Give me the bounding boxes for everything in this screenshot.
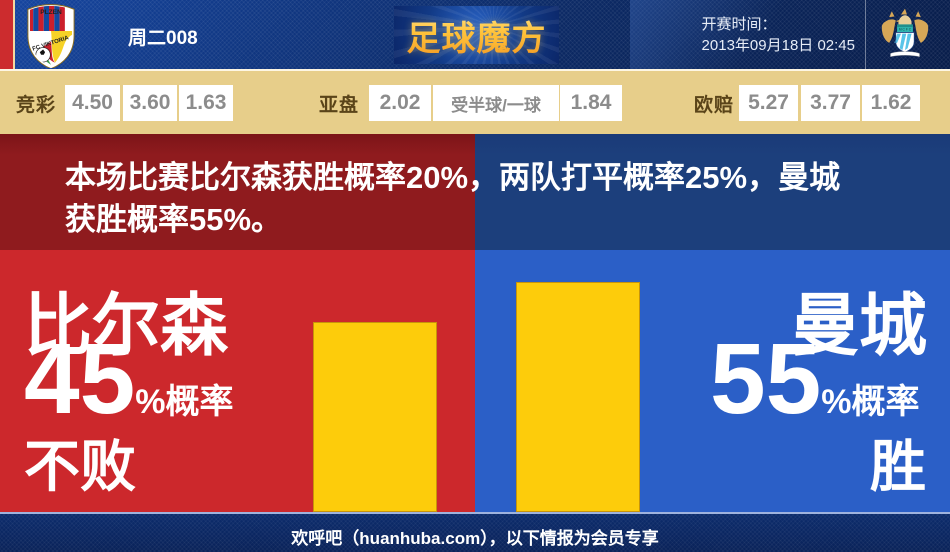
svg-text:PLZEN: PLZEN (40, 9, 62, 16)
svg-text:M C F C: M C F C (899, 27, 912, 31)
